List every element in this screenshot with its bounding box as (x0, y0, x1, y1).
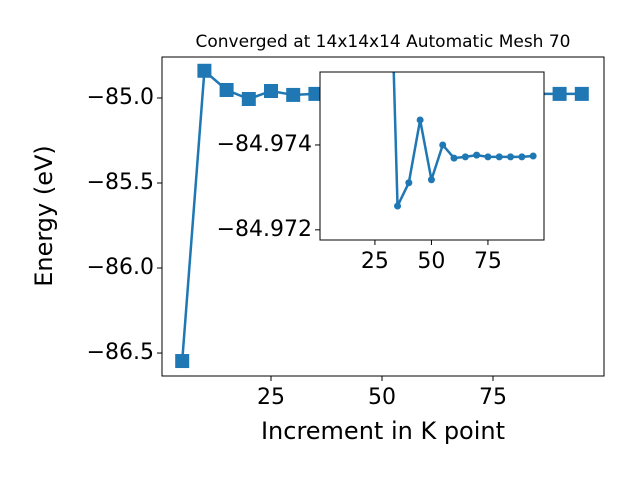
y-tick-label: −84.974 (217, 132, 312, 157)
marker (495, 153, 503, 161)
marker (219, 82, 234, 97)
marker (461, 153, 469, 161)
marker (241, 92, 256, 107)
series (392, 72, 537, 210)
x-tick-label: 25 (257, 385, 285, 410)
marker (518, 153, 526, 161)
y-tick-label: −86.5 (87, 340, 154, 365)
marker (394, 202, 402, 210)
x-tick-label: 50 (417, 249, 445, 274)
y-axis-label: Energy (eV) (30, 145, 58, 287)
marker (450, 154, 458, 162)
chart-title: Converged at 14x14x14 Automatic Mesh 70 (196, 32, 571, 52)
marker (552, 86, 567, 101)
plot-frame (161, 56, 605, 377)
marker (507, 153, 515, 161)
y-tick-label: −84.972 (217, 217, 312, 242)
x-tick-label: 75 (479, 385, 507, 410)
marker (175, 354, 190, 369)
x-tick-label: 25 (361, 249, 389, 274)
marker (439, 141, 447, 149)
marker (484, 153, 492, 161)
marker (529, 152, 537, 160)
y-tick-label: −85.5 (87, 170, 154, 195)
marker (416, 116, 424, 124)
plot-frame (319, 71, 545, 241)
marker (264, 84, 279, 99)
y-tick-label: −86.0 (87, 255, 154, 280)
x-tick-label: 75 (474, 249, 502, 274)
marker (197, 63, 212, 78)
y-tick-label: −85.0 (87, 85, 154, 110)
x-axis-label: Increment in K point (261, 417, 505, 445)
marker (473, 151, 481, 159)
marker (574, 86, 589, 101)
x-tick-label: 50 (368, 385, 396, 410)
marker (427, 176, 435, 184)
marker (308, 86, 323, 101)
marker (405, 179, 413, 187)
marker (286, 87, 301, 102)
